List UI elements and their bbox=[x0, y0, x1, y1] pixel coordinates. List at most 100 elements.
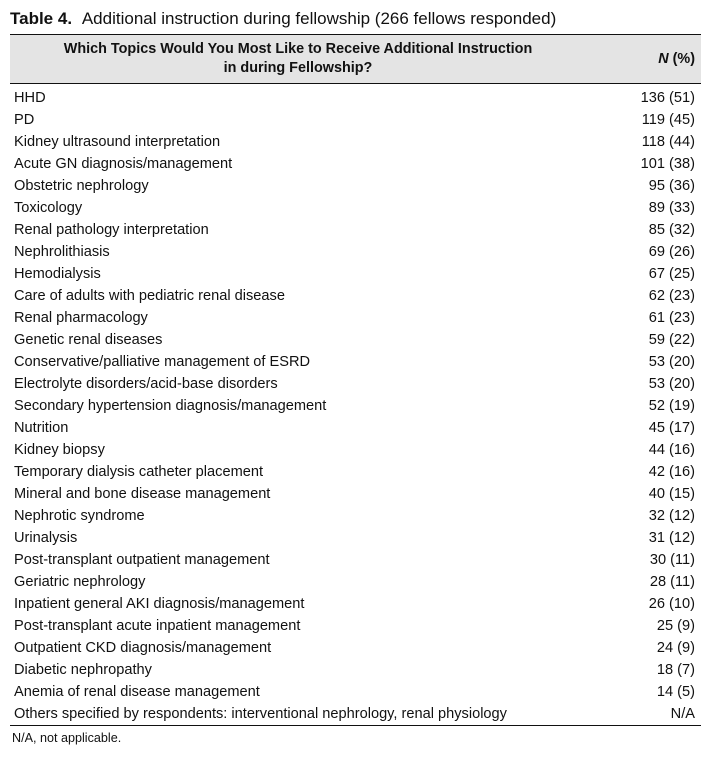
row-value: 119 (45) bbox=[641, 112, 695, 128]
row-value: 24 (9) bbox=[656, 640, 695, 656]
row-topic: Mineral and bone disease management bbox=[14, 486, 271, 502]
row-value: 45 (17) bbox=[648, 420, 695, 436]
row-topic: Inpatient general AKI diagnosis/manageme… bbox=[14, 596, 305, 612]
row-topic: Renal pathology interpretation bbox=[14, 222, 209, 238]
row-value: 101 (38) bbox=[640, 156, 695, 172]
table-row: Renal pharmacology 61 (23) bbox=[10, 307, 701, 329]
table-row: PD 119 (45) bbox=[10, 109, 701, 131]
row-topic: Diabetic nephropathy bbox=[14, 662, 152, 678]
header-row: Which Topics Would You Most Like to Rece… bbox=[10, 34, 701, 84]
row-value: 32 (12) bbox=[648, 508, 695, 524]
table-row: Kidney ultrasound interpretation 118 (44) bbox=[10, 131, 701, 153]
table-row: Anemia of renal disease management 14 (5) bbox=[10, 681, 701, 703]
table-row: Hemodialysis 67 (25) bbox=[10, 263, 701, 285]
table-row: Conservative/palliative management of ES… bbox=[10, 351, 701, 373]
table-row: Toxicology 89 (33) bbox=[10, 197, 701, 219]
row-topic: Electrolyte disorders/acid-base disorder… bbox=[14, 376, 278, 392]
row-value: 59 (22) bbox=[648, 332, 695, 348]
row-value: 61 (23) bbox=[648, 310, 695, 326]
row-value: 42 (16) bbox=[648, 464, 695, 480]
row-topic: Toxicology bbox=[14, 200, 83, 216]
row-value: 44 (16) bbox=[648, 442, 695, 458]
row-topic: PD bbox=[14, 112, 35, 128]
row-topic: Outpatient CKD diagnosis/management bbox=[14, 640, 272, 656]
row-topic: Nephrotic syndrome bbox=[14, 508, 145, 524]
row-topic: Anemia of renal disease management bbox=[14, 684, 260, 700]
row-topic: Acute GN diagnosis/management bbox=[14, 156, 233, 172]
table-row: Inpatient general AKI diagnosis/manageme… bbox=[10, 593, 701, 615]
table-row: HHD 136 (51) bbox=[10, 84, 701, 110]
table-row: Nephrotic syndrome 32 (12) bbox=[10, 505, 701, 527]
row-topic: Obstetric nephrology bbox=[14, 178, 149, 194]
row-topic: Post-transplant outpatient management bbox=[14, 552, 270, 568]
row-value: 85 (32) bbox=[648, 222, 695, 238]
row-topic: Genetic renal diseases bbox=[14, 332, 163, 348]
row-topic: Others specified by respondents: interve… bbox=[10, 703, 586, 726]
row-topic: Conservative/palliative management of ES… bbox=[14, 354, 311, 370]
row-value: 52 (19) bbox=[648, 398, 695, 414]
row-topic: Post-transplant acute inpatient manageme… bbox=[14, 618, 301, 634]
data-table: Which Topics Would You Most Like to Rece… bbox=[10, 34, 701, 726]
row-value: 136 (51) bbox=[640, 90, 695, 106]
table-header: Which Topics Would You Most Like to Rece… bbox=[10, 34, 701, 84]
header-topic: Which Topics Would You Most Like to Rece… bbox=[10, 34, 586, 84]
row-value: 25 (9) bbox=[656, 618, 695, 634]
row-topic: Care of adults with pediatric renal dise… bbox=[14, 288, 285, 304]
table-row: Geriatric nephrology 28 (11) bbox=[10, 571, 701, 593]
table-label: Table 4. bbox=[10, 9, 73, 28]
table-row: Acute GN diagnosis/management 101 (38) bbox=[10, 153, 701, 175]
table-caption: Table 4. Additional instruction during f… bbox=[10, 8, 701, 34]
row-value: 89 (33) bbox=[648, 200, 695, 216]
table-row: Kidney biopsy 44 (16) bbox=[10, 439, 701, 461]
table-title: Additional instruction during fellowship… bbox=[81, 9, 557, 28]
row-value: 14 (5) bbox=[656, 684, 695, 700]
row-value: 67 (25) bbox=[648, 266, 695, 282]
table-row: Genetic renal diseases 59 (22) bbox=[10, 329, 701, 351]
row-topic: Urinalysis bbox=[14, 530, 78, 546]
row-value: 69 (26) bbox=[648, 244, 695, 260]
row-value: 53 (20) bbox=[648, 354, 695, 370]
row-topic: Hemodialysis bbox=[14, 266, 101, 282]
table-row: Nephrolithiasis 69 (26) bbox=[10, 241, 701, 263]
header-topic-line2: in during Fellowship? bbox=[223, 60, 373, 76]
table-body: HHD 136 (51) PD 119 (45) Kidney ultrasound i… bbox=[10, 84, 701, 726]
row-topic: Nutrition bbox=[14, 420, 69, 436]
table-row: Outpatient CKD diagnosis/management 24 (9… bbox=[10, 637, 701, 659]
row-value: 53 (20) bbox=[648, 376, 695, 392]
table-row: Post-transplant outpatient management 30 … bbox=[10, 549, 701, 571]
table-row: Electrolyte disorders/acid-base disorder… bbox=[10, 373, 701, 395]
row-value: 95 (36) bbox=[648, 178, 695, 194]
row-value: 30 (11) bbox=[649, 552, 695, 568]
table-row: Care of adults with pediatric renal dise… bbox=[10, 285, 701, 307]
table-row: Post-transplant acute inpatient manageme… bbox=[10, 615, 701, 637]
row-value: 28 (11) bbox=[649, 574, 695, 590]
table-row: Obstetric nephrology 95 (36) bbox=[10, 175, 701, 197]
table-row: Mineral and bone disease management 40 (1… bbox=[10, 483, 701, 505]
header-n: N bbox=[658, 50, 669, 67]
table-row: Diabetic nephropathy 18 (7) bbox=[10, 659, 701, 681]
row-value: 62 (23) bbox=[648, 288, 695, 304]
row-value: N/A bbox=[586, 703, 701, 726]
table-row: Urinalysis 31 (12) bbox=[10, 527, 701, 549]
table-row: Renal pathology interpretation 85 (32) bbox=[10, 219, 701, 241]
row-topic: Kidney ultrasound interpretation bbox=[14, 134, 221, 150]
row-topic: Kidney biopsy bbox=[14, 442, 105, 458]
row-topic: Nephrolithiasis bbox=[14, 244, 110, 260]
table-container: Table 4. Additional instruction during f… bbox=[10, 0, 701, 745]
table-row: Others specified by respondents: interve… bbox=[10, 703, 701, 726]
table-row: Secondary hypertension diagnosis/managem… bbox=[10, 395, 701, 417]
row-value: 118 (44) bbox=[641, 134, 695, 150]
row-topic: Temporary dialysis catheter placement bbox=[14, 464, 264, 480]
row-topic: Geriatric nephrology bbox=[14, 574, 146, 590]
row-topic: Secondary hypertension diagnosis/managem… bbox=[14, 398, 327, 414]
header-pct: (%) bbox=[672, 50, 695, 67]
row-topic: Renal pharmacology bbox=[14, 310, 148, 326]
table-row: Temporary dialysis catheter placement 42 … bbox=[10, 461, 701, 483]
row-topic: HHD bbox=[14, 90, 46, 106]
row-value: 40 (15) bbox=[648, 486, 695, 502]
row-value: 26 (10) bbox=[648, 596, 695, 612]
header-topic-line1: Which Topics Would You Most Like to Rece… bbox=[63, 41, 533, 57]
table-footnote: N/A, not applicable. bbox=[12, 731, 122, 745]
row-value: 18 (7) bbox=[656, 662, 695, 678]
row-value: 31 (12) bbox=[648, 530, 695, 546]
